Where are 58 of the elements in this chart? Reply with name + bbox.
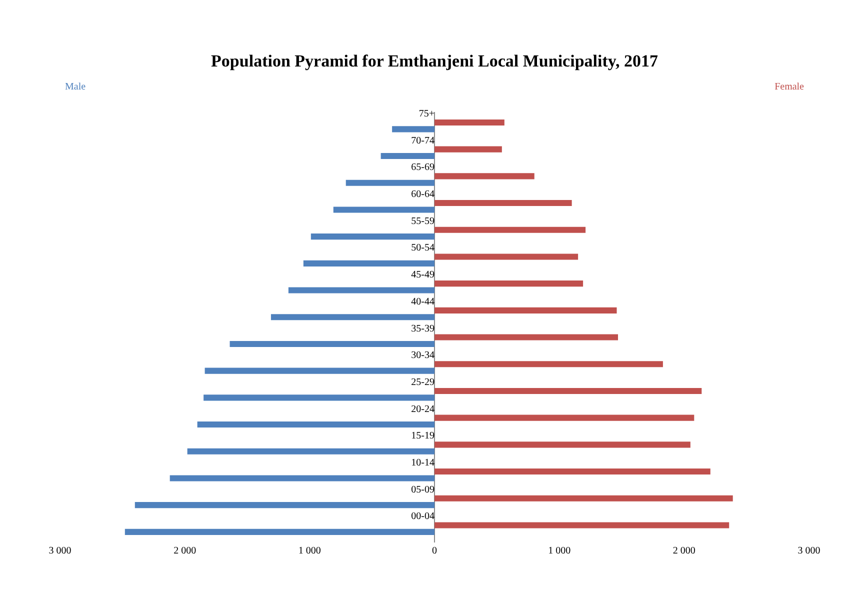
y-tick-label: 05-09 <box>411 484 434 496</box>
bar <box>310 234 434 240</box>
y-tick-label: 55-59 <box>411 216 434 227</box>
bar <box>434 307 617 314</box>
x-tick-label: 2 000 <box>672 546 696 557</box>
bar <box>434 414 694 421</box>
bar <box>303 260 434 266</box>
y-tick-label: 40-44 <box>411 296 434 308</box>
bar <box>434 334 618 340</box>
y-tick-label: 70-74 <box>411 135 434 146</box>
y-tick-label: 45-49 <box>411 270 434 281</box>
bar <box>134 502 434 508</box>
x-tick-label: 1 000 <box>298 546 321 557</box>
bar <box>288 287 434 294</box>
bar <box>434 226 586 233</box>
bar <box>346 180 434 186</box>
bar <box>187 448 434 454</box>
bar <box>434 522 730 528</box>
y-tick-label: 30-34 <box>411 350 434 362</box>
y-tick-label: 25-29 <box>411 376 434 388</box>
y-tick-label: 50-54 <box>411 242 434 254</box>
bar <box>230 340 434 347</box>
x-tick-label: 3 000 <box>798 546 820 557</box>
bar <box>333 206 434 213</box>
bar <box>270 314 434 320</box>
x-tick-label: 2 000 <box>174 546 196 557</box>
y-tick-label: 20-24 <box>411 404 434 415</box>
bar <box>204 394 434 401</box>
bar <box>124 528 434 535</box>
bar <box>434 254 578 260</box>
y-tick-label: 75+ <box>418 108 435 120</box>
bar <box>434 442 690 448</box>
bar <box>392 126 434 132</box>
bar <box>434 280 584 287</box>
chart-title: Population Pyramid for Emthanjeni Local Municipality, 2017 <box>211 52 658 71</box>
y-tick-label: 15-19 <box>411 430 434 442</box>
x-tick-label: 1 000 <box>548 546 571 557</box>
bar <box>204 368 434 374</box>
bar <box>197 422 434 428</box>
bar <box>434 200 572 206</box>
x-tick-label: 3 000 <box>48 546 72 557</box>
y-tick-label: 10-14 <box>411 458 434 468</box>
bar <box>434 119 504 126</box>
bar <box>434 495 733 502</box>
y-tick-label: 60-64 <box>411 189 434 200</box>
bar <box>434 388 702 394</box>
x-tick-label: 0 <box>432 546 437 557</box>
bar <box>434 468 710 475</box>
bar <box>434 173 534 180</box>
y-tick-label: 00-04 <box>411 511 434 522</box>
bar <box>380 153 434 160</box>
text: Female <box>774 82 805 93</box>
y-tick-label: 65-69 <box>411 162 434 174</box>
y-tick-label: 35-39 <box>411 323 434 334</box>
bar <box>170 475 434 482</box>
bar <box>434 361 663 368</box>
bar <box>434 146 502 152</box>
text: Male <box>65 82 86 93</box>
